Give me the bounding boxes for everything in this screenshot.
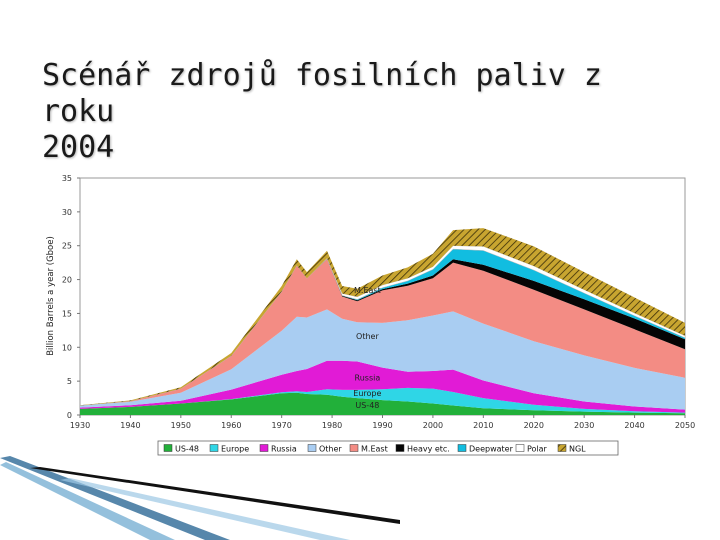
legend-label-polar: Polar [527, 445, 548, 454]
legend: US-48 Europe Russia Other M.East Heavy etc. De… [157, 440, 619, 456]
legend-label-ngl: NGL [569, 445, 586, 454]
x-tick-label: 2050 [675, 421, 695, 430]
legend-swatch-other [307, 444, 317, 452]
legend-swatch-europe [209, 444, 219, 452]
x-tick-label: 2000 [423, 421, 443, 430]
y-tick-label: 5 [67, 377, 72, 386]
annotation-europe: Europe [353, 389, 381, 398]
x-tick-label: 1960 [221, 421, 241, 430]
x-tick-label: 2020 [524, 421, 544, 430]
y-tick-label: 0 [67, 411, 72, 420]
annotation-russia: Russia [355, 373, 381, 382]
legend-swatch-russia [259, 444, 269, 452]
annotation-us-48: US-48 [355, 401, 379, 410]
x-axis: 1930 1940 1950 1960 1970 1980 1990 2000 2010 2020… [70, 415, 695, 430]
x-tick-label: 2010 [473, 421, 493, 430]
legend-label-other: Other [319, 445, 342, 454]
x-tick-label: 2030 [574, 421, 594, 430]
title-line-2: 2004 [42, 130, 115, 165]
area-annotations: M.East Other Russia Europe US-48 [353, 286, 381, 410]
area-other [80, 309, 685, 410]
y-tick-label: 10 [62, 343, 72, 352]
y-tick-label: 30 [62, 208, 72, 217]
annotation-m-east: M.East [354, 286, 381, 295]
area-russia [80, 360, 685, 413]
legend-label-russia: Russia [271, 445, 297, 454]
x-tick-label: 2040 [624, 421, 644, 430]
x-tick-label: 1950 [171, 421, 191, 430]
legend-label-europe: Europe [221, 445, 249, 454]
x-tick-label: 1990 [372, 421, 392, 430]
legend-label-deepwater: Deepwater [469, 445, 514, 454]
area-polar [79, 245, 686, 406]
legend-label-us-48: US-48 [175, 445, 199, 454]
legend-swatch-heavy-etc [395, 444, 405, 452]
x-tick-label: 1970 [271, 421, 291, 430]
y-tick-label: 15 [62, 309, 72, 318]
legend-swatch-us-48 [163, 444, 173, 452]
legend-swatch-deepwater [457, 444, 467, 452]
legend-swatch-m-east [349, 444, 359, 452]
legend-swatch-ngl [557, 444, 567, 452]
x-tick-label: 1980 [322, 421, 342, 430]
area-europe [80, 387, 685, 414]
legend-box [157, 440, 619, 456]
legend-label-heavy-etc: Heavy etc. [407, 445, 450, 454]
slide-decoration [0, 456, 400, 540]
annotation-other: Other [356, 332, 379, 341]
area-us-48 [80, 392, 685, 415]
fossil-fuel-scenario-chart: M.East Other Russia Europe US-48 0 5 10 15 20 25 3… [46, 174, 695, 456]
x-tick-label: 1940 [120, 421, 140, 430]
y-axis: 0 5 10 15 20 25 30 35 [62, 174, 80, 420]
x-tick-label: 1930 [70, 421, 90, 430]
legend-swatch-polar [515, 444, 525, 452]
y-tick-label: 35 [62, 174, 72, 183]
slide-title: Scénář zdrojů fosilních paliv z roku 200… [42, 58, 692, 166]
series-areas [79, 228, 686, 415]
legend-label-m-east: M.East [361, 445, 388, 454]
y-tick-label: 20 [62, 276, 72, 285]
y-tick-label: 25 [62, 242, 72, 251]
title-line-1: Scénář zdrojů fosilních paliv z roku [42, 58, 602, 129]
area-m-east [80, 259, 685, 406]
y-axis-label: Billion Barrels a year (Gboe) [46, 236, 56, 356]
